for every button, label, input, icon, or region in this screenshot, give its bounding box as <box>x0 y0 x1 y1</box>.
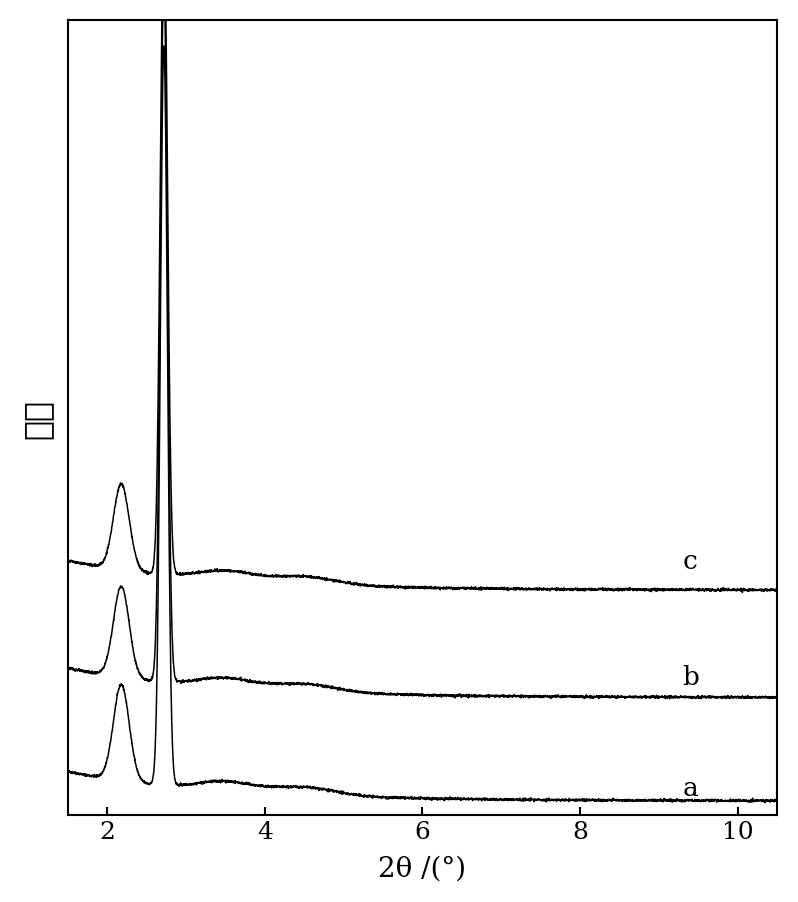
Text: a: a <box>682 775 698 800</box>
X-axis label: 2θ /(°): 2θ /(°) <box>378 854 467 881</box>
Text: b: b <box>682 664 700 689</box>
Y-axis label: 强度: 强度 <box>21 398 53 438</box>
Text: c: c <box>682 548 697 574</box>
